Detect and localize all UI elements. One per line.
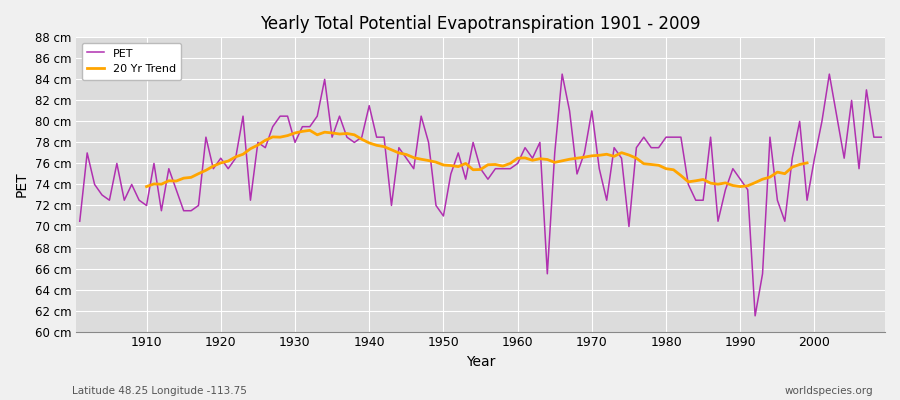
Text: Latitude 48.25 Longitude -113.75: Latitude 48.25 Longitude -113.75 <box>72 386 247 396</box>
Y-axis label: PET: PET <box>15 172 29 197</box>
PET <box>505 166 516 171</box>
Line: 20 Yr Trend: 20 Yr Trend <box>147 130 807 186</box>
20 Yr Trend <box>349 132 360 137</box>
20 Yr Trend <box>735 184 746 189</box>
20 Yr Trend <box>713 182 724 186</box>
PET <box>876 135 886 140</box>
PET <box>75 219 86 224</box>
20 Yr Trend <box>698 177 708 182</box>
20 Yr Trend <box>304 128 315 133</box>
20 Yr Trend <box>141 184 152 189</box>
20 Yr Trend <box>230 154 241 159</box>
Line: PET: PET <box>80 74 881 316</box>
X-axis label: Year: Year <box>466 355 495 369</box>
PET <box>557 72 568 76</box>
20 Yr Trend <box>802 160 813 165</box>
Title: Yearly Total Potential Evapotranspiration 1901 - 2009: Yearly Total Potential Evapotranspiratio… <box>260 15 701 33</box>
PET <box>134 198 145 203</box>
PET <box>341 135 352 140</box>
PET <box>512 161 523 166</box>
20 Yr Trend <box>787 165 797 170</box>
Text: worldspecies.org: worldspecies.org <box>785 386 873 396</box>
PET <box>608 145 619 150</box>
Legend: PET, 20 Yr Trend: PET, 20 Yr Trend <box>82 43 182 80</box>
PET <box>297 124 308 129</box>
20 Yr Trend <box>608 154 619 159</box>
PET <box>750 314 760 318</box>
